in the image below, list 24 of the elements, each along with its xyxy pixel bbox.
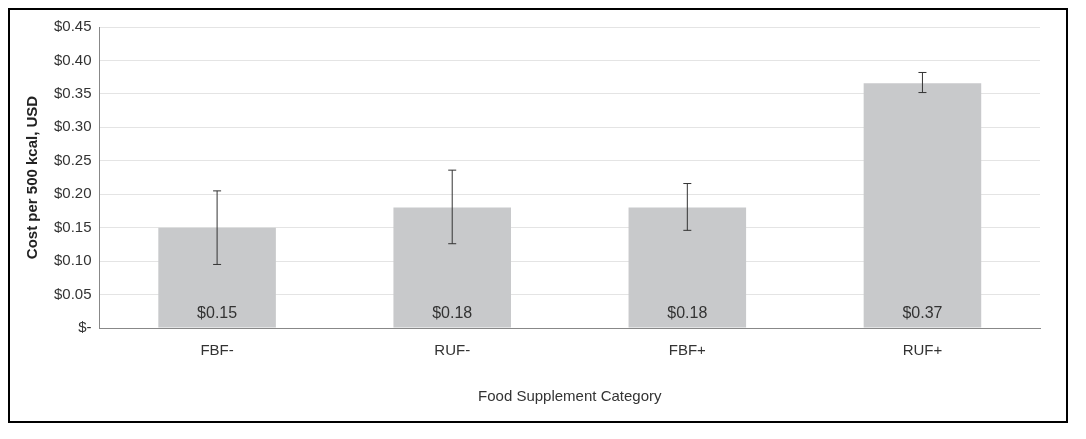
y-tick-label: $0.30 (53, 117, 92, 135)
y-tick-label: $- (78, 318, 92, 336)
y-tick-label: $0.10 (53, 251, 92, 269)
data-label: $0.37 (902, 304, 943, 322)
x-tick-label: FBF+ (668, 341, 707, 359)
x-tick-label: FBF- (200, 341, 234, 359)
y-tick-label: $0.20 (53, 184, 92, 202)
bar (628, 207, 747, 328)
bar (393, 207, 511, 328)
bar (158, 227, 276, 328)
y-tick-label: $0.40 (53, 50, 92, 68)
data-label: $0.18 (432, 304, 473, 322)
x-tick-label: RUF- (434, 341, 471, 359)
x-axis-title: Food Supplement Category (478, 387, 662, 405)
y-tick-label: $0.15 (53, 217, 92, 235)
y-tick-label: $0.25 (53, 150, 92, 168)
y-axis-title: Cost per 500 kcal, USD (23, 95, 41, 260)
y-tick-label: $0.45 (53, 17, 92, 35)
data-label: $0.15 (197, 304, 238, 322)
y-tick-label: $0.05 (53, 284, 92, 302)
data-label: $0.18 (667, 304, 708, 322)
bar (863, 83, 982, 328)
y-tick-label: $0.35 (53, 84, 92, 102)
x-tick-label: RUF+ (902, 341, 943, 359)
